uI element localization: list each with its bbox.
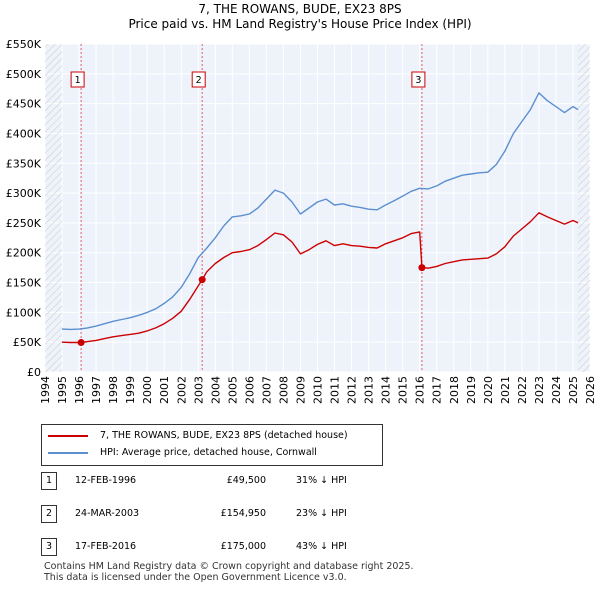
hatch-before-data [45,44,63,372]
x-tick-label: 2014 [380,376,393,404]
legend-swatch-property [48,434,88,437]
x-tick-label: 2017 [431,376,444,404]
x-tick-label: 2005 [226,376,239,404]
y-tick-label: £400K [6,127,42,140]
x-tick-label: 2012 [346,376,359,404]
x-tick-label: 2007 [260,376,273,404]
legend-label-hpi: HPI: Average price, detached house, Corn… [100,447,317,458]
x-tick-label: 2021 [499,376,512,404]
table-row: 1 12-FEB-1996 £49,500 31% ↓ HPI [41,472,441,490]
x-tick-label: 2001 [158,376,171,404]
chart-title: 7, THE ROWANS, BUDE, EX23 8PS Price paid… [0,2,600,32]
sale-hpi-delta: 43% ↓ HPI [296,541,347,552]
sale-price: £49,500 [226,475,266,486]
legend-item-hpi: HPI: Average price, detached house, Corn… [48,445,317,461]
series-lines [61,92,579,344]
x-tick-label: 2022 [516,376,529,404]
sale-date: 12-FEB-1996 [75,475,137,486]
y-tick-label: £150K [6,277,42,290]
sale-date: 17-FEB-2016 [75,541,137,552]
grid-lines [44,43,591,373]
price-chart: 1 2 3 £0 £50K £100K £150K £200K £250K £300K £350K… [6,38,597,404]
legend-swatch-hpi [48,451,88,454]
sale-point [77,338,85,346]
sale-point [198,276,206,284]
x-tick-label: 2013 [363,376,376,404]
footer-line1: Contains HM Land Registry data © Crown c… [44,561,414,572]
sale-label-number: 3 [415,75,421,86]
table-row: 3 17-FEB-2016 £175,000 43% ↓ HPI [41,538,441,556]
y-axis: £0 £50K £100K £150K £200K £250K £300K £350K £400… [6,38,42,379]
y-tick-label: £250K [6,217,42,230]
sale-price: £175,000 [220,541,266,552]
x-axis: 1994 1995 1996 1997 1998 1999 2000 2001 2002 2003… [39,376,597,404]
x-tick-label: 2002 [175,376,188,404]
x-tick-label: 2019 [465,376,478,404]
x-tick-label: 1999 [124,376,137,404]
y-tick-label: £300K [6,187,42,200]
hatch-after-data [578,44,590,372]
x-tick-label: 1997 [90,376,103,404]
x-tick-label: 2020 [482,376,495,404]
sale-date: 24-MAR-2003 [75,508,140,519]
x-tick-label: 2016 [414,376,427,404]
chart-title-line2: Price paid vs. HM Land Registry's House … [128,17,472,31]
x-tick-label: 2010 [312,376,325,404]
y-tick-label: £0 [27,366,41,379]
legend: 7, THE ROWANS, BUDE, EX23 8PS (detached … [41,424,383,466]
y-tick-label: £450K [6,98,42,111]
x-tick-label: 2000 [141,376,154,404]
sale-label-number: 1 [75,75,81,86]
sale-point [418,264,426,272]
y-tick-label: £500K [6,68,42,81]
x-tick-label: 2025 [567,376,580,404]
sale-markers-lines [80,44,423,372]
y-tick-label: £100K [6,306,42,319]
sale-number: 2 [41,505,57,523]
property-series-line [61,212,579,344]
sale-label-box [411,71,426,88]
x-tick-label: 2006 [243,376,256,404]
y-tick-label: £550K [6,38,42,51]
legend-item-property: 7, THE ROWANS, BUDE, EX23 8PS (detached … [48,428,348,444]
x-tick-label: 2024 [550,376,563,404]
x-tick-label: 2011 [329,376,342,404]
footer-line2: This data is licensed under the Open Gov… [44,572,347,583]
y-tick-label: £350K [6,157,42,170]
x-tick-label: 2015 [397,376,410,404]
x-tick-label: 1998 [107,376,120,404]
sale-label-box [191,71,206,88]
x-tick-label: 2008 [277,376,290,404]
x-tick-label: 2004 [209,376,222,404]
x-tick-label: 1995 [56,376,69,404]
x-tick-label: 1996 [73,376,86,404]
x-tick-label: 2009 [294,376,307,404]
y-tick-label: £200K [6,247,42,260]
footer-attribution: Contains HM Land Registry data © Crown c… [44,561,414,583]
sale-hpi-delta: 31% ↓ HPI [296,475,347,486]
legend-label-property: 7, THE ROWANS, BUDE, EX23 8PS (detached … [100,430,348,441]
sale-hpi-delta: 23% ↓ HPI [296,508,347,519]
sale-points [77,264,426,346]
x-tick-label: 1994 [39,376,52,404]
sale-labels: 1 2 3 [70,71,426,88]
x-tick-label: 2023 [533,376,546,404]
sale-label-number: 2 [196,75,202,86]
sale-number: 3 [41,538,57,556]
y-tick-label: £50K [13,336,42,349]
x-tick-label: 2018 [448,376,461,404]
sale-price: £154,950 [220,508,266,519]
x-tick-label: 2026 [584,376,597,404]
chart-title-line1: 7, THE ROWANS, BUDE, EX23 8PS [198,2,402,16]
sale-number: 1 [41,472,57,490]
sale-label-box [70,71,85,88]
hpi-series-line [61,92,579,331]
out-of-range-hatch [45,44,590,372]
table-row: 2 24-MAR-2003 £154,950 23% ↓ HPI [41,505,441,523]
x-tick-label: 2003 [192,376,205,404]
